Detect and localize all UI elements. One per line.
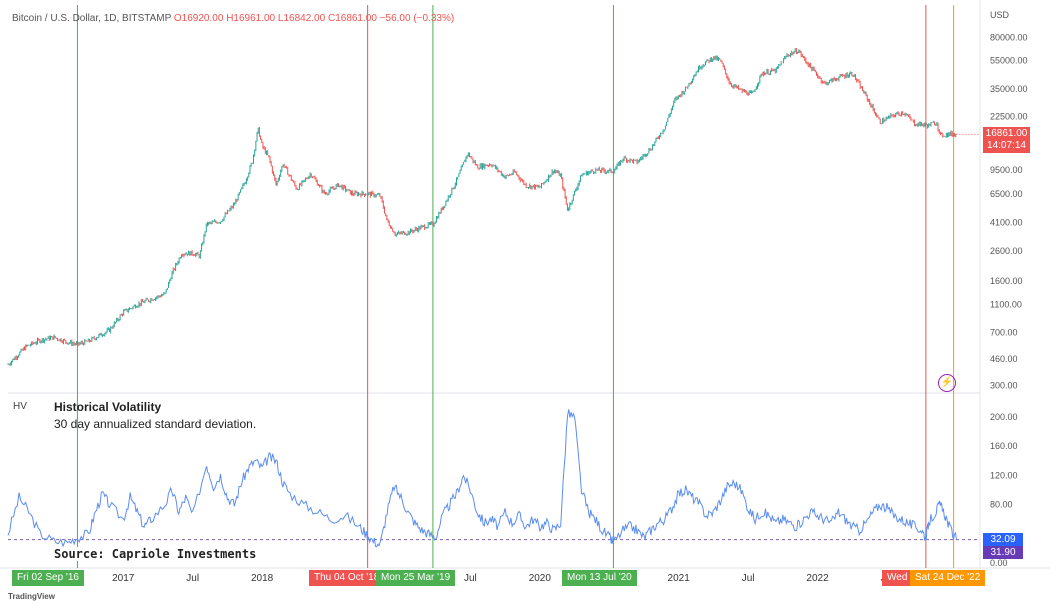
ohlc-high: H16961.00	[226, 13, 276, 24]
price-tick-label: 1600.00	[990, 276, 1023, 286]
price-tick-label: 80000.00	[990, 32, 1028, 42]
marker-label-jul-20: Mon 13 Jul '20	[562, 570, 637, 586]
price-tick-label: 6500.00	[990, 189, 1023, 199]
price-tick-label: 700.00	[990, 328, 1018, 338]
source-label: Source: Capriole Investments	[52, 547, 259, 561]
marker-label-oct-18: Thu 04 Oct '18	[309, 570, 385, 586]
price-axis-unit: USD	[990, 10, 1010, 20]
ohlc-close: C16861.00	[327, 13, 377, 24]
tradingview-logo: TradingView	[8, 592, 55, 601]
price-tick-label: 1100.00	[990, 299, 1022, 309]
time-tick-label: Jul	[742, 573, 755, 584]
ohlc-open: O16920.00	[173, 13, 224, 24]
hv-indicator-tag[interactable]: HV	[13, 401, 27, 412]
hv-tick-label: 80.00	[990, 500, 1013, 510]
price-tick-label: 9500.00	[990, 165, 1023, 175]
price-tick-label: 35000.00	[990, 84, 1028, 94]
hv-value-badge: 32.09	[983, 533, 1023, 546]
bolt-icon[interactable]: ⚡	[938, 374, 956, 392]
marker-label-dec-22: Sat 24 Dec '22	[910, 570, 986, 586]
price-tick-label: 300.00	[990, 380, 1018, 390]
price-tick-label: 2600.00	[990, 246, 1023, 256]
last-price: 16861.00	[985, 128, 1028, 139]
marker-label-wed: Wed	[882, 570, 913, 586]
price-tick-label: 55000.00	[990, 56, 1028, 66]
hv-value-badge-secondary: 31.90	[983, 546, 1023, 559]
price-tick-label: 4100.00	[990, 217, 1023, 227]
last-price-badge: 16861.00 14:07:14	[983, 127, 1030, 153]
hv-tick-label: 0.00	[990, 558, 1008, 568]
price-tick-label: 22500.00	[990, 111, 1028, 121]
time-tick-label: 2018	[251, 573, 274, 584]
hv-tick-label: 160.00	[990, 441, 1018, 451]
hv-tick-label: 120.00	[990, 470, 1018, 480]
ohlc-low: L16842.00	[277, 13, 326, 24]
bar-countdown: 14:07:14	[987, 140, 1026, 151]
marker-label-mar-19: Mon 25 Mar '19	[376, 570, 456, 586]
symbol-name: Bitcoin / U.S. Dollar, 1D, BITSTAMP	[12, 13, 172, 24]
hv-series-line	[7, 409, 957, 548]
time-tick-label: 2021	[668, 573, 691, 584]
marker-label-sep-16: Fri 02 Sep '16	[12, 570, 84, 586]
hv-subtitle: 30 day annualized standard deviation.	[54, 417, 257, 431]
time-tick-label: 2017	[112, 573, 135, 584]
price-tick-label: 460.00	[990, 354, 1018, 364]
time-tick-label: 2020	[529, 573, 552, 584]
symbol-header: Bitcoin / U.S. Dollar, 1D, BITSTAMP O169…	[12, 13, 454, 24]
ohlc-change: −56.00 (−0.33%)	[379, 13, 455, 24]
time-tick-label: 2022	[806, 573, 829, 584]
hv-tick-label: 200.00	[990, 412, 1018, 422]
time-tick-label: Jul	[464, 573, 477, 584]
time-tick-label: Jul	[186, 573, 199, 584]
hv-title: Historical Volatility	[54, 400, 162, 414]
